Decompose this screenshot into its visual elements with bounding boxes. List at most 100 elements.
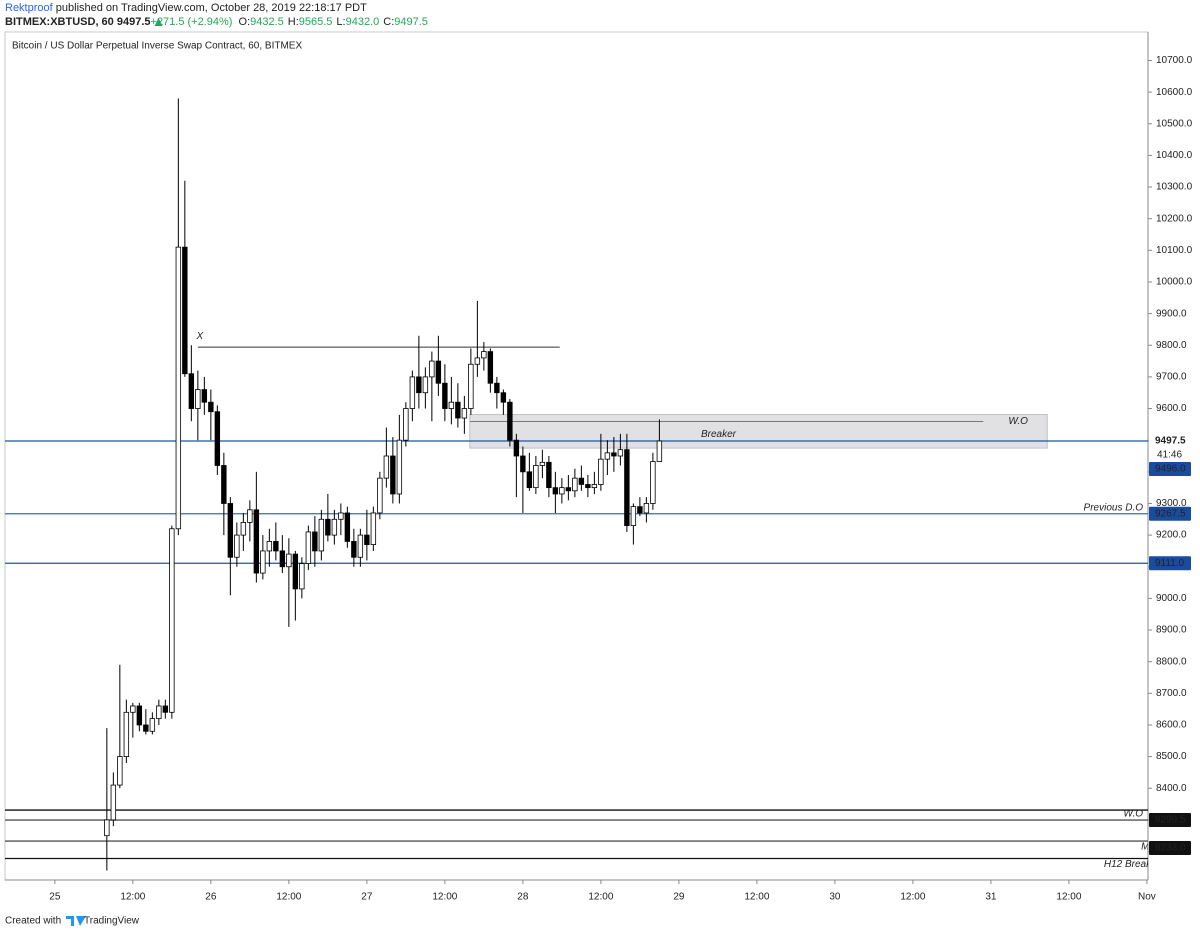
candle-body bbox=[214, 411, 221, 466]
candle-body bbox=[455, 401, 461, 419]
x-tick-label: 12:00 bbox=[120, 892, 145, 903]
candle-body bbox=[481, 351, 487, 359]
candle-body bbox=[351, 541, 357, 558]
created-with: Created with bbox=[5, 916, 61, 927]
y-tick-label: 10400.0 bbox=[1156, 150, 1193, 161]
y-tick-label: 9800.0 bbox=[1156, 340, 1187, 351]
candle-body bbox=[448, 401, 455, 409]
y-tick-label: 8900.0 bbox=[1156, 625, 1187, 636]
candle-body bbox=[559, 487, 565, 495]
price-tag-label: 8233.0 bbox=[1155, 843, 1186, 854]
level-label: M.O bbox=[1141, 842, 1160, 853]
candle-body bbox=[279, 550, 286, 568]
price-tag-label: 9497.5 bbox=[1155, 436, 1186, 447]
candle-body bbox=[565, 487, 572, 492]
candle-body bbox=[572, 477, 578, 492]
candle-body bbox=[507, 401, 513, 441]
brand: TradingView bbox=[84, 916, 140, 927]
candle-body bbox=[318, 518, 325, 552]
x-tick-label: 12:00 bbox=[432, 892, 457, 903]
y-tick-label: 10200.0 bbox=[1156, 213, 1193, 224]
candle-body bbox=[442, 382, 448, 409]
candle-body bbox=[104, 819, 110, 837]
y-tick-label: 9700.0 bbox=[1156, 372, 1187, 383]
candle-body bbox=[136, 705, 143, 726]
y-tick-label: 10000.0 bbox=[1156, 277, 1193, 288]
header-line: Rektproof published on TradingView.com, … bbox=[5, 2, 367, 14]
y-tick-label: 9200.0 bbox=[1156, 530, 1187, 541]
candle-body bbox=[500, 392, 507, 403]
last-price: 9497.5 bbox=[117, 16, 151, 28]
candle-body bbox=[403, 408, 409, 441]
candle-body bbox=[312, 531, 318, 552]
candle-body bbox=[227, 503, 234, 558]
candle-body bbox=[578, 477, 585, 485]
candle-body bbox=[526, 471, 533, 489]
candle-body bbox=[292, 553, 299, 590]
price-tag-label: 9267.5 bbox=[1155, 508, 1186, 519]
candle-body bbox=[260, 550, 266, 574]
segment-label: X bbox=[196, 331, 204, 342]
logo bbox=[66, 916, 86, 926]
candle-body bbox=[370, 512, 377, 545]
x-tick-label: 12:00 bbox=[1056, 892, 1081, 903]
price-tag bbox=[1149, 506, 1191, 521]
ohlc-key: L: bbox=[336, 16, 345, 28]
candle-body bbox=[539, 461, 546, 466]
y-tick-label: 8500.0 bbox=[1156, 751, 1187, 762]
candle-body bbox=[364, 534, 370, 545]
plot-area: Breaker Previous D.O W.O M.O H12 Breaker X W.O bbox=[5, 98, 1161, 871]
candle-body bbox=[546, 461, 552, 489]
candle-body bbox=[273, 541, 279, 552]
candle-body bbox=[630, 506, 637, 527]
candle-body bbox=[429, 360, 435, 378]
footer: Created with TradingView bbox=[5, 916, 140, 927]
candle-body bbox=[468, 363, 474, 409]
candle-body bbox=[383, 455, 390, 479]
candle-body bbox=[552, 487, 559, 495]
x-tick-label: 26 bbox=[205, 892, 217, 903]
zone-label: Breaker bbox=[701, 429, 737, 440]
x-tick-label: 12:00 bbox=[744, 892, 769, 903]
y-tick-label: 8700.0 bbox=[1156, 688, 1187, 699]
ohlc-key: O: bbox=[238, 16, 250, 28]
price-tag bbox=[1149, 841, 1191, 856]
candle-body bbox=[357, 534, 364, 558]
y-tick-label: 10500.0 bbox=[1156, 118, 1193, 129]
ohlc-key: H: bbox=[288, 16, 299, 28]
candle-body bbox=[123, 711, 130, 757]
candle-body bbox=[624, 449, 630, 527]
y-tick-label: 10100.0 bbox=[1156, 245, 1193, 256]
ohlc-value: 9497.5 bbox=[394, 16, 428, 28]
candle-body bbox=[156, 705, 162, 720]
candle-body bbox=[201, 389, 208, 403]
y-tick-label: 9300.0 bbox=[1156, 498, 1187, 509]
candle-body bbox=[474, 357, 481, 365]
x-tick-label: Nov bbox=[1138, 892, 1156, 903]
candle-body bbox=[513, 439, 520, 457]
level-label: H12 Breaker bbox=[1104, 859, 1161, 870]
candle-body bbox=[435, 360, 442, 384]
price-tag-label: 8299.5 bbox=[1155, 815, 1186, 826]
candle-body bbox=[253, 509, 260, 574]
candle-body bbox=[240, 522, 247, 536]
candle-body bbox=[130, 705, 136, 713]
price-tag bbox=[1149, 433, 1191, 448]
candle-body bbox=[325, 518, 331, 536]
candle-body bbox=[338, 512, 344, 520]
author[interactable]: Rektproof bbox=[5, 2, 54, 14]
level-label: Previous D.O bbox=[1084, 502, 1144, 513]
candle-body bbox=[650, 461, 656, 504]
candle-body bbox=[182, 246, 188, 375]
ohlc-value: 9565.5 bbox=[299, 16, 333, 28]
candle-body bbox=[117, 756, 123, 786]
published: published on TradingView.com, October 28… bbox=[56, 2, 367, 14]
candle-body bbox=[617, 449, 624, 457]
candle-body bbox=[286, 553, 292, 568]
candle-body bbox=[266, 541, 273, 552]
candle-body bbox=[234, 534, 240, 558]
x-tick-label: 12:00 bbox=[276, 892, 301, 903]
candle-body bbox=[162, 705, 169, 713]
chart-title: Bitcoin / US Dollar Perpetual Inverse Sw… bbox=[12, 41, 302, 52]
candle-body bbox=[390, 455, 396, 495]
